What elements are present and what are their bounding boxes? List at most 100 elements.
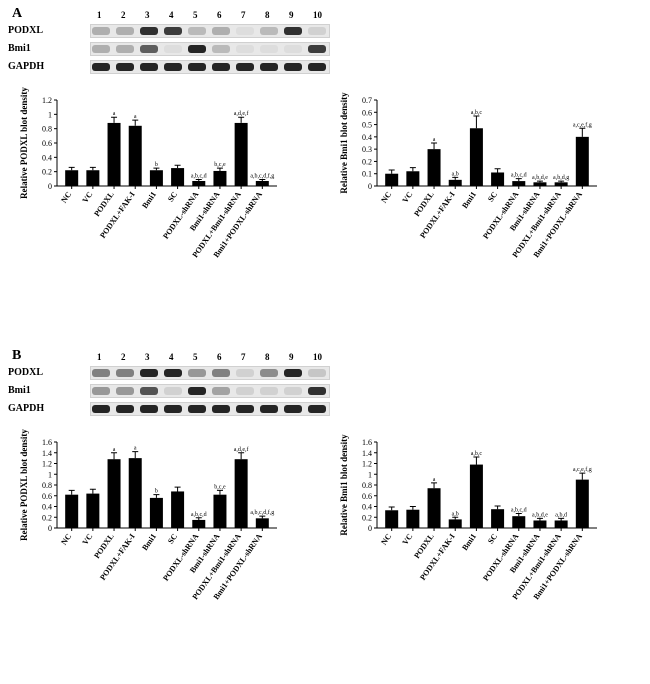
blot-band-segment xyxy=(140,369,158,377)
significance-label: a,b,d,e xyxy=(532,175,548,181)
y-tick-label: 0.2 xyxy=(42,513,52,522)
bar xyxy=(86,494,99,528)
significance-label: a,d,e,f xyxy=(234,110,249,117)
blot-band-segment xyxy=(284,387,302,395)
blot-band-segment xyxy=(164,63,182,71)
error-bar xyxy=(132,120,138,126)
blot-band-segment xyxy=(308,63,326,71)
bar xyxy=(65,170,78,186)
error-bar xyxy=(196,518,202,520)
blot-band-segment xyxy=(164,27,182,35)
blot-band-segment xyxy=(236,27,254,35)
blot-row-label: GAPDH xyxy=(8,403,44,414)
y-tick-label: 0 xyxy=(368,524,372,533)
blot-band-segment xyxy=(116,63,134,71)
blot-band-segment xyxy=(164,45,182,53)
error-bar xyxy=(473,457,479,465)
lane-number: 9 xyxy=(289,10,294,20)
significance-label: a,b,c,d xyxy=(191,512,207,518)
significance-label: b,c,e xyxy=(214,484,226,490)
significance-label: a,b,d,g xyxy=(553,175,569,181)
y-tick-label: 0.4 xyxy=(42,153,52,162)
blot-band-segment xyxy=(116,45,134,53)
error-bar xyxy=(495,506,501,509)
error-bar xyxy=(558,181,564,182)
blot-band-segment xyxy=(140,27,158,35)
lane-number: 3 xyxy=(145,10,150,20)
error-bar xyxy=(558,518,564,520)
blot-band-segment xyxy=(212,369,230,377)
y-tick-label: 0.6 xyxy=(42,492,52,501)
bar xyxy=(491,509,504,528)
x-category-label: Bmi1 xyxy=(460,532,478,552)
significance-label: a,b xyxy=(452,511,459,517)
y-tick-label: 0.1 xyxy=(362,170,372,179)
significance-label: a xyxy=(134,114,137,120)
bar xyxy=(533,520,546,528)
blot-band-segment xyxy=(236,45,254,53)
error-bar xyxy=(153,168,159,170)
blot-band-segment xyxy=(212,405,230,413)
significance-label: a xyxy=(113,111,116,117)
error-bar xyxy=(132,452,138,458)
error-bar xyxy=(69,490,75,494)
blot-band-segment xyxy=(164,369,182,377)
error-bar xyxy=(495,169,501,173)
significance-label: a,b,c,d xyxy=(511,507,527,513)
y-axis-title: Relative Bmi1 blot density xyxy=(339,92,349,194)
error-bar xyxy=(217,490,223,494)
y-tick-label: 0.6 xyxy=(42,139,52,148)
bar xyxy=(533,182,546,186)
blot-band-segment xyxy=(140,63,158,71)
lane-number: 2 xyxy=(121,10,126,20)
bar xyxy=(256,518,269,528)
error-bar xyxy=(175,165,181,168)
blot-a: 12345678910PODXLBmi1GAPDH xyxy=(48,10,308,80)
y-tick-label: 1.2 xyxy=(362,460,372,469)
bar xyxy=(576,480,589,528)
bar xyxy=(235,459,248,528)
x-category-label: VC xyxy=(80,190,94,205)
y-tick-label: 0.8 xyxy=(42,481,52,490)
blot-band-segment xyxy=(236,63,254,71)
error-bar xyxy=(90,167,96,170)
y-tick-label: 0.5 xyxy=(362,121,372,130)
significance-label: a xyxy=(433,477,436,483)
x-category-label: Bmi1 xyxy=(140,190,158,210)
y-tick-label: 0.4 xyxy=(42,503,52,512)
significance-label: a xyxy=(433,137,436,143)
blot-band-segment xyxy=(92,27,110,35)
error-bar xyxy=(579,473,585,479)
significance-label: b xyxy=(155,489,158,495)
blot-band-segment xyxy=(236,405,254,413)
significance-label: a,c,e,f,g xyxy=(573,466,592,473)
significance-label: a,d,e,f xyxy=(234,446,249,453)
x-category-label: Bmi1 xyxy=(140,532,158,552)
panel-b-label: B xyxy=(12,348,21,364)
significance-label: a,b,c,d,f,g xyxy=(250,509,274,516)
bar xyxy=(555,520,568,528)
error-bar xyxy=(410,507,416,510)
bar xyxy=(491,172,504,186)
significance-label: a,b,d,e xyxy=(532,512,548,518)
error-bar xyxy=(579,128,585,137)
error-bar xyxy=(217,168,223,171)
blot-band-segment xyxy=(92,369,110,377)
bar xyxy=(192,181,205,186)
error-bar xyxy=(259,180,265,181)
bar xyxy=(449,519,462,528)
lane-number: 7 xyxy=(241,352,246,362)
blot-band-segment xyxy=(212,387,230,395)
y-tick-label: 0.4 xyxy=(362,503,372,512)
panel-a-label: A xyxy=(12,6,22,22)
significance-label: a xyxy=(134,446,137,452)
blot-band-segment xyxy=(308,45,326,53)
x-category-label: SC xyxy=(166,190,179,204)
blot-band-segment xyxy=(212,63,230,71)
error-bar xyxy=(431,143,437,149)
bar xyxy=(256,181,269,186)
bar xyxy=(406,510,419,528)
blot-band-segment xyxy=(260,387,278,395)
significance-label: a,b,c,d xyxy=(511,173,527,179)
significance-label: b xyxy=(155,162,158,168)
